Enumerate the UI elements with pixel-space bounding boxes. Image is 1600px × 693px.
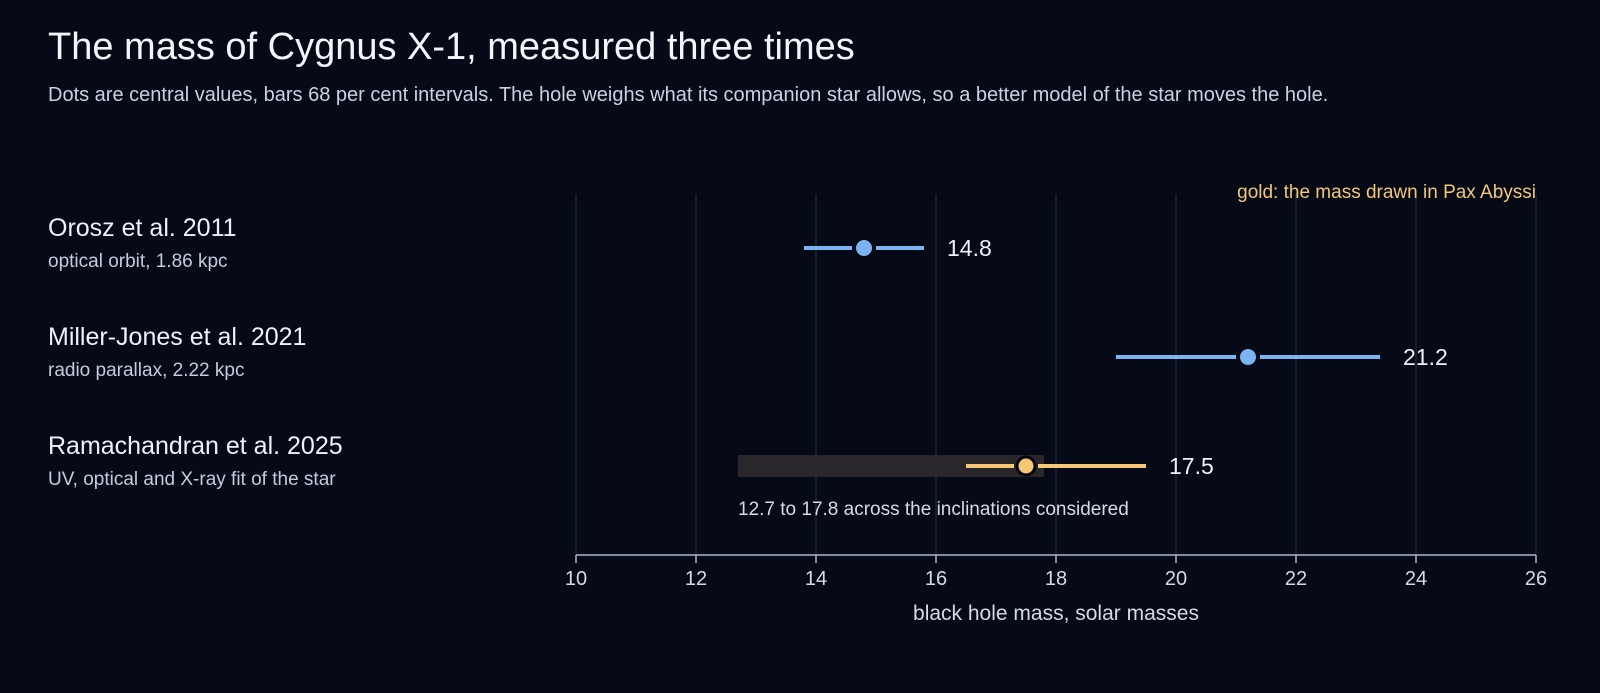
x-tick-label: 12 xyxy=(685,568,707,590)
inclination-range-label: 12.7 to 17.8 across the inclinations con… xyxy=(738,499,1129,520)
central-value-dot xyxy=(1015,455,1037,477)
inclination-range-band xyxy=(738,455,1044,477)
row-method: optical orbit, 1.86 kpc xyxy=(48,251,228,272)
central-value-dot xyxy=(1240,349,1256,365)
x-tick-label: 18 xyxy=(1045,568,1067,590)
row-method: UV, optical and X-ray fit of the star xyxy=(48,469,336,490)
central-value-dot xyxy=(856,240,872,256)
row-label-miller-jones: Miller-Jones et al. 2021 radio parallax,… xyxy=(48,323,306,382)
value-label: 14.8 xyxy=(947,235,992,261)
row-label-ramachandran: Ramachandran et al. 2025 UV, optical and… xyxy=(48,432,343,491)
x-tick-label: 16 xyxy=(925,568,947,590)
value-label: 17.5 xyxy=(1169,453,1214,479)
x-tick-label: 10 xyxy=(565,568,587,590)
highlight-annotation: gold: the mass drawn in Pax Abyssi xyxy=(1237,182,1536,203)
x-tick-label: 14 xyxy=(805,568,827,590)
value-label: 21.2 xyxy=(1403,344,1448,370)
x-tick-label: 20 xyxy=(1165,568,1187,590)
row-label-orosz: Orosz et al. 2011 optical orbit, 1.86 kp… xyxy=(48,214,237,273)
row-method: radio parallax, 2.22 kpc xyxy=(48,360,245,381)
row-name: Orosz et al. 2011 xyxy=(48,214,237,242)
x-tick-label: 22 xyxy=(1285,568,1307,590)
x-axis-title: black hole mass, solar masses xyxy=(913,602,1199,625)
x-tick-label: 24 xyxy=(1405,568,1427,590)
chart-subtitle: Dots are central values, bars 68 per cen… xyxy=(48,84,1329,106)
x-tick-label: 26 xyxy=(1525,568,1547,590)
row-name: Ramachandran et al. 2025 xyxy=(48,432,343,460)
row-name: Miller-Jones et al. 2021 xyxy=(48,323,307,351)
chart-title: The mass of Cygnus X-1, measured three t… xyxy=(48,26,855,68)
